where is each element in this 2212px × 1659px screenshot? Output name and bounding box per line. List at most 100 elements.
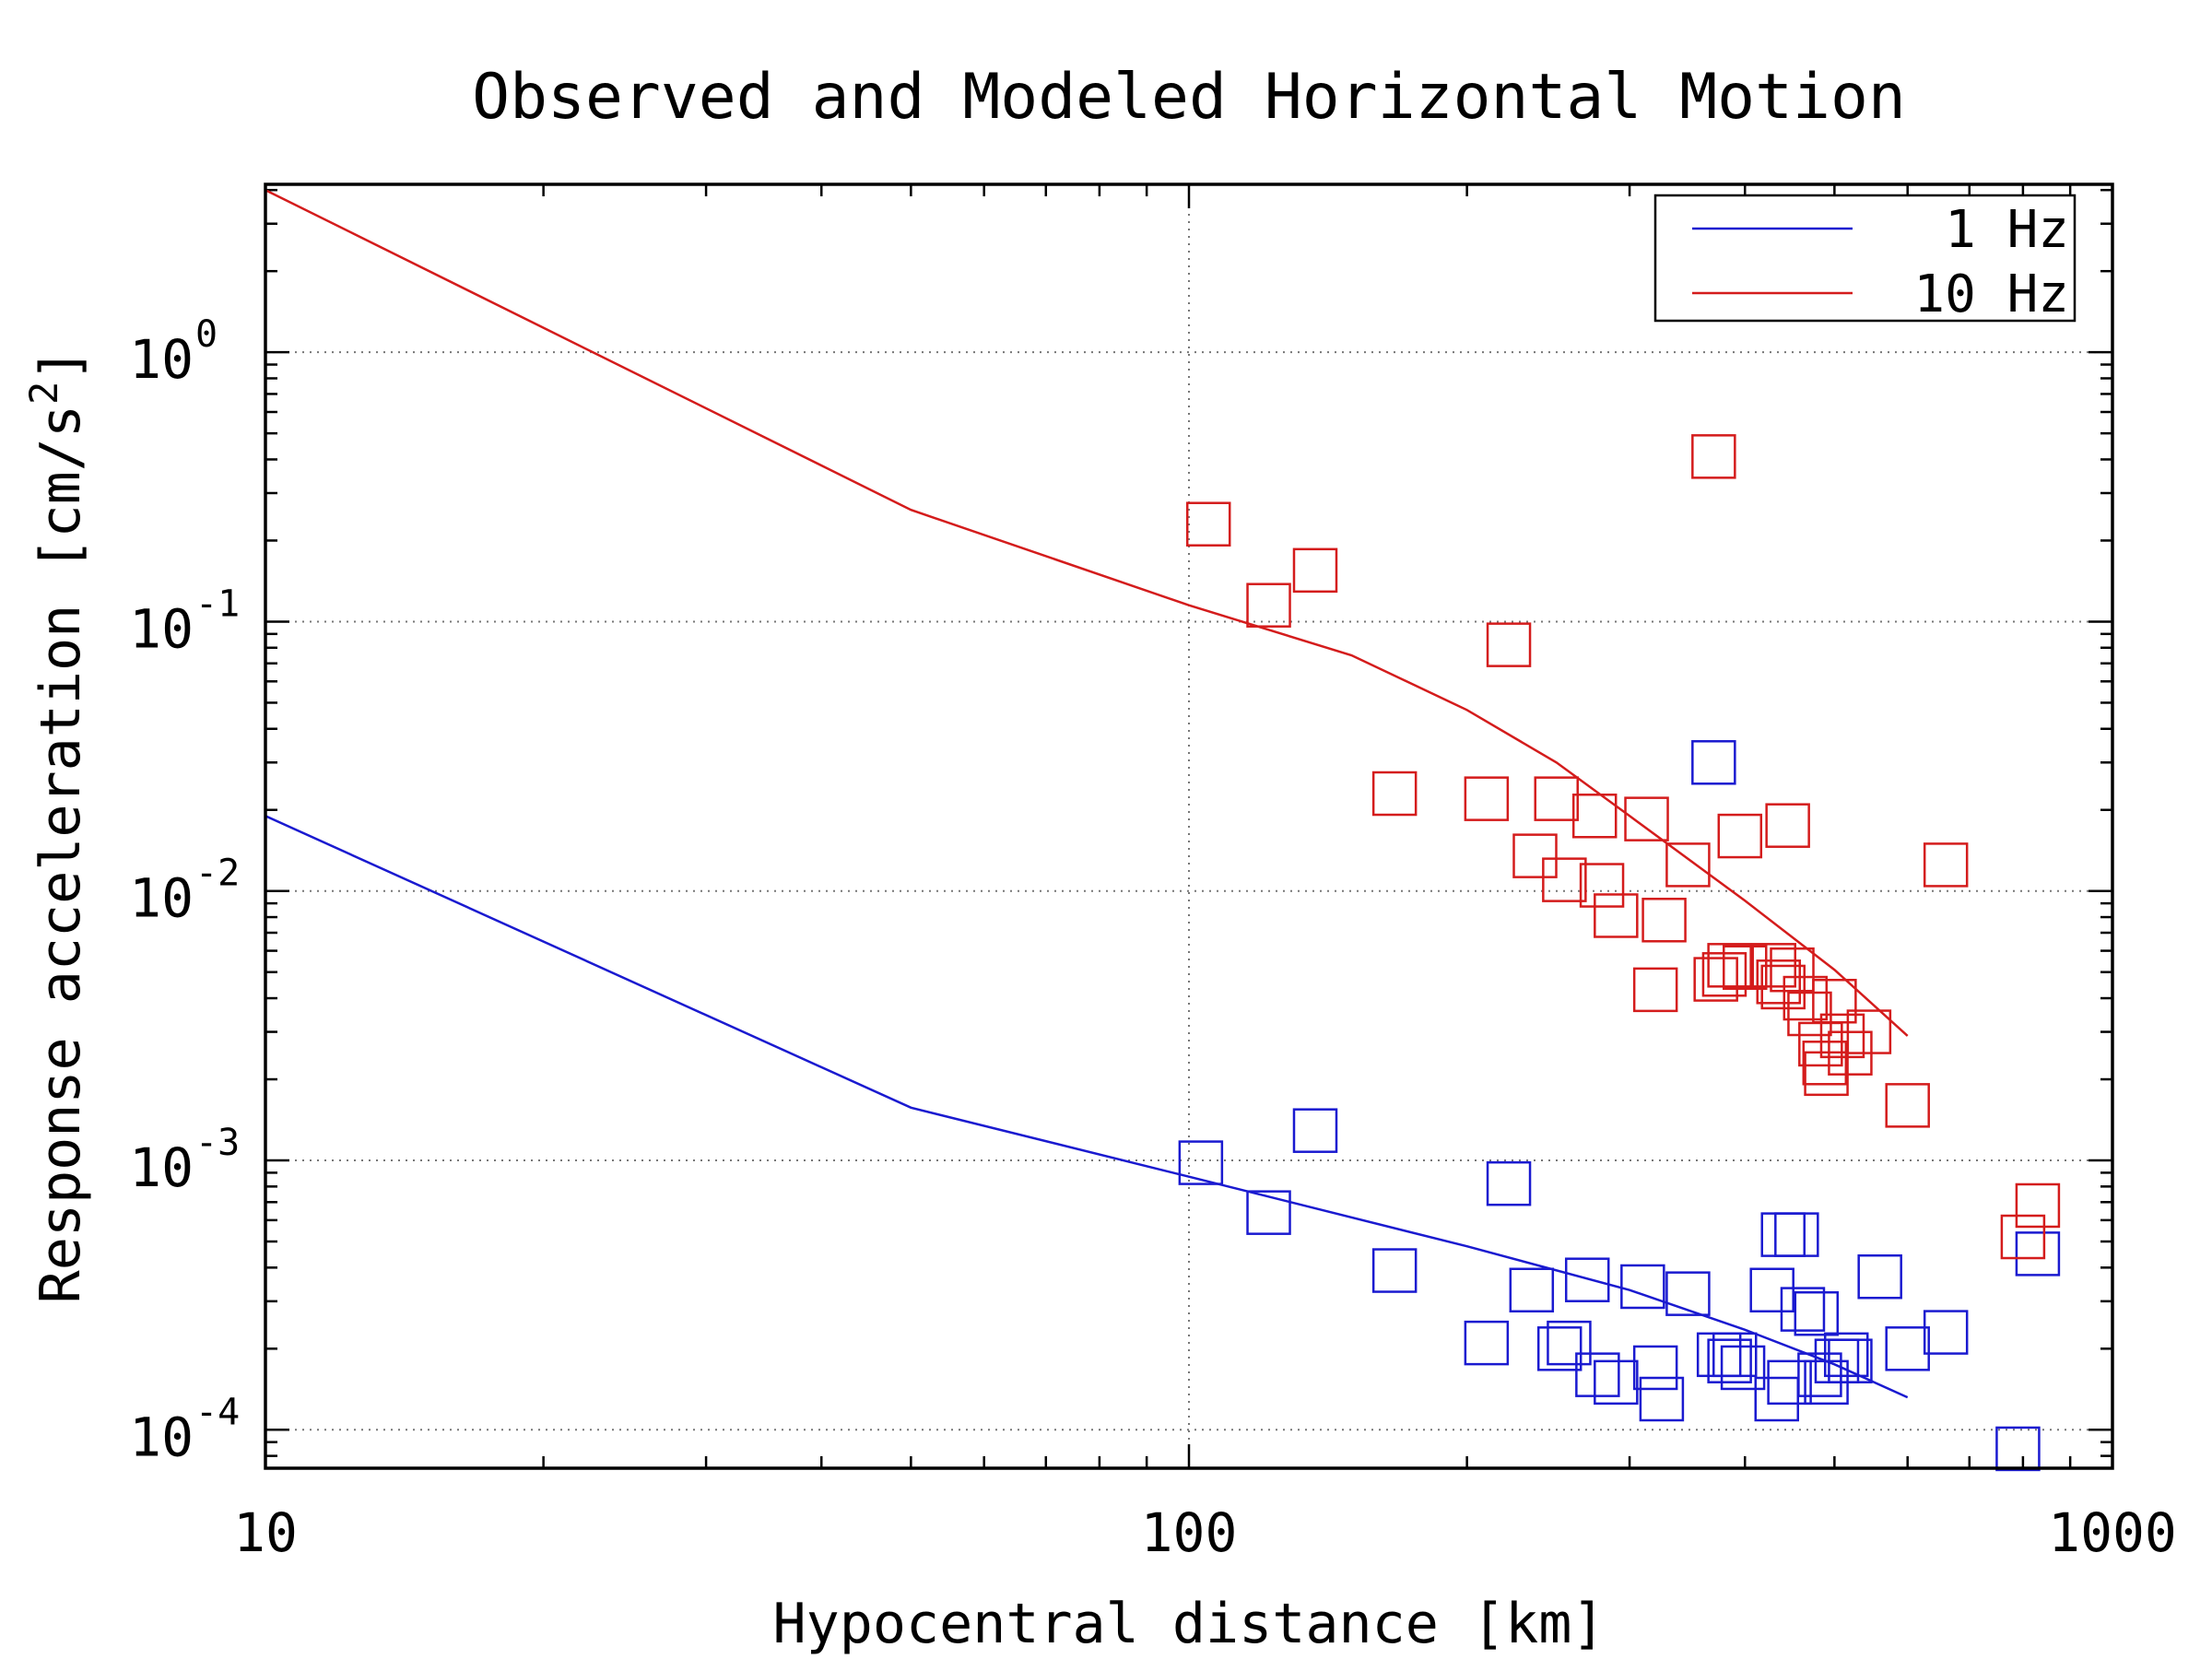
observed-point-10hz-26 xyxy=(1770,947,1815,993)
observed-point-10hz-5 xyxy=(1486,622,1532,667)
legend-label-10hz: 10 Hz xyxy=(1913,265,2069,324)
y-axis-label: Response acceleration [cm/s2] xyxy=(21,348,93,1304)
observed-point-1hz-13 xyxy=(1632,1345,1678,1391)
observed-point-10hz-27 xyxy=(1783,975,1829,1021)
observed-point-10hz-38 xyxy=(2000,1214,2046,1260)
observed-point-1hz-35 xyxy=(1923,1310,1969,1355)
observed-point-1hz-18 xyxy=(1707,1338,1752,1383)
chart-title: Observed and Modeled Horizontal Motion xyxy=(472,61,1906,134)
y-tick-exponent-4: -4 xyxy=(195,1391,240,1433)
observed-point-10hz-33 xyxy=(1819,1013,1865,1059)
observed-point-10hz-30 xyxy=(1802,1041,1848,1086)
y-tick-label-3: 10 xyxy=(129,1136,194,1199)
observed-point-1hz-12 xyxy=(1620,1264,1665,1310)
observed-point-1hz-0 xyxy=(1178,1140,1224,1185)
plot-frame xyxy=(264,182,2114,1470)
y-tick-label-4: 10 xyxy=(129,1406,194,1468)
observed-point-10hz-9 xyxy=(1571,794,1618,839)
y-axis-label-end: ] xyxy=(29,348,93,382)
observed-point-10hz-12 xyxy=(1624,796,1669,841)
observed-point-1hz-26 xyxy=(1780,1287,1826,1332)
observed-point-1hz-21 xyxy=(1749,1267,1794,1312)
observed-point-1hz-10 xyxy=(1575,1352,1620,1397)
y-axis-label-main: Response acceleration [cm/s xyxy=(29,405,93,1303)
observed-point-1hz-14 xyxy=(1639,1376,1685,1422)
x-tick-label-2: 1000 xyxy=(2048,1501,2177,1564)
observed-point-10hz-23 xyxy=(1756,959,1802,1005)
observed-point-10hz-2 xyxy=(1292,547,1338,594)
series-10hz xyxy=(265,189,2061,1260)
observed-point-1hz-33 xyxy=(1857,1253,1902,1300)
observed-point-1hz-11 xyxy=(1594,1359,1639,1406)
observed-point-1hz-5 xyxy=(1486,1160,1532,1206)
observed-point-1hz-32 xyxy=(1828,1338,1873,1383)
legend-label-1hz: 1 Hz xyxy=(1945,200,2069,260)
observed-point-1hz-8 xyxy=(1547,1320,1592,1366)
observed-point-1hz-24 xyxy=(1767,1359,1812,1406)
observed-point-10hz-15 xyxy=(1665,842,1711,888)
observed-point-10hz-11 xyxy=(1594,893,1639,938)
observed-point-10hz-32 xyxy=(1812,979,1857,1024)
y-axis-label-superscript: 2 xyxy=(21,382,66,405)
observed-point-10hz-25 xyxy=(1765,803,1810,848)
observed-point-10hz-21 xyxy=(1723,945,1768,990)
observed-point-10hz-19 xyxy=(1707,943,1752,988)
observed-point-10hz-10 xyxy=(1579,863,1625,908)
y-tick-exponent-1: -1 xyxy=(195,582,240,625)
observed-point-1hz-4 xyxy=(1464,1320,1510,1366)
observed-point-1hz-9 xyxy=(1564,1257,1610,1302)
grid-lines xyxy=(265,184,2112,1468)
y-tick-label-2: 10 xyxy=(129,867,194,930)
observed-point-10hz-8 xyxy=(1542,857,1587,902)
observed-point-10hz-3 xyxy=(1371,771,1418,817)
model-line-1hz xyxy=(265,815,1909,1399)
observed-point-1hz-1 xyxy=(1246,1190,1291,1235)
observed-point-10hz-1 xyxy=(1246,582,1291,628)
y-tick-exponent-0: 0 xyxy=(195,313,218,356)
observed-point-1hz-3 xyxy=(1371,1248,1418,1293)
observed-point-1hz-16 xyxy=(1691,740,1736,785)
observed-point-1hz-2 xyxy=(1292,1108,1338,1153)
legend-box xyxy=(1653,194,2077,323)
observed-point-1hz-31 xyxy=(1823,1332,1869,1378)
x-tick-label-0: 10 xyxy=(233,1501,298,1564)
x-tick-label-1: 100 xyxy=(1141,1501,1238,1564)
observed-point-10hz-6 xyxy=(1512,833,1558,878)
observed-point-10hz-16 xyxy=(1691,434,1736,479)
series-1hz xyxy=(265,740,2061,1472)
observed-point-1hz-23 xyxy=(1760,1212,1806,1257)
y-tick-label-1: 10 xyxy=(129,597,194,660)
observed-point-1hz-37 xyxy=(2015,1231,2061,1277)
observed-point-10hz-20 xyxy=(1717,813,1763,859)
observed-point-10hz-39 xyxy=(2015,1182,2061,1229)
observed-point-10hz-36 xyxy=(1885,1083,1930,1128)
observed-point-1hz-36 xyxy=(1995,1426,2041,1472)
x-tick-labels: 10 100 1000 xyxy=(233,1501,2177,1564)
observed-point-10hz-37 xyxy=(1923,842,1969,888)
y-tick-exponent-2: -2 xyxy=(195,853,240,895)
observed-point-1hz-25 xyxy=(1774,1212,1819,1257)
observed-point-1hz-34 xyxy=(1885,1326,1930,1371)
x-axis-label: Hypocentral distance [km] xyxy=(772,1592,1605,1656)
observed-point-10hz-0 xyxy=(1185,501,1231,547)
observed-point-10hz-14 xyxy=(1641,898,1687,943)
model-line-10hz xyxy=(265,189,1909,1037)
observed-point-1hz-7 xyxy=(1536,1326,1583,1371)
observed-point-1hz-20 xyxy=(1720,1345,1766,1391)
observed-point-1hz-27 xyxy=(1794,1290,1840,1336)
observed-point-10hz-35 xyxy=(1846,1009,1892,1054)
observed-point-10hz-7 xyxy=(1534,776,1579,821)
series-layer xyxy=(265,189,2061,1472)
observed-point-10hz-17 xyxy=(1693,957,1738,1002)
observed-point-10hz-13 xyxy=(1632,967,1678,1013)
y-tick-exponent-3: -3 xyxy=(195,1122,240,1164)
observed-point-1hz-19 xyxy=(1712,1332,1758,1378)
y-tick-label-0: 10 xyxy=(129,328,194,391)
observed-point-10hz-4 xyxy=(1464,776,1510,821)
observed-point-1hz-6 xyxy=(1509,1267,1555,1312)
observed-point-1hz-22 xyxy=(1754,1376,1800,1422)
observed-point-1hz-15 xyxy=(1665,1271,1711,1316)
